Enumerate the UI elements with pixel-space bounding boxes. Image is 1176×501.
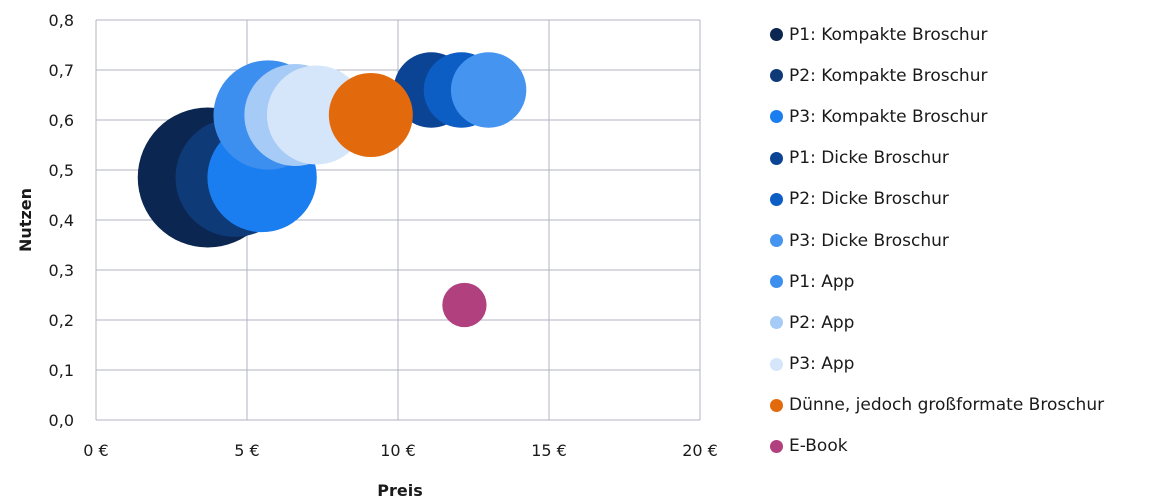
legend-item: P2: Kompakte Broschur (770, 55, 1170, 96)
legend-label: P3: Dicke Broschur (789, 230, 949, 251)
y-axis-ticks: 0,0 0,1 0,2 0,3 0,4 0,5 0,6 0,7 0,8 (49, 11, 74, 430)
legend-item: E-Book (770, 426, 1170, 467)
y-tick-label: 0,4 (49, 211, 74, 230)
legend-item: P3: Kompakte Broschur (770, 96, 1170, 137)
y-tick-label: 0,3 (49, 261, 74, 280)
legend-item: P1: Kompakte Broschur (770, 14, 1170, 55)
legend-label: P1: Dicke Broschur (789, 148, 949, 169)
bubble-point (328, 73, 413, 157)
legend-item: P3: Dicke Broschur (770, 220, 1170, 261)
y-tick-label: 0,1 (49, 361, 74, 380)
legend-item: P1: App (770, 261, 1170, 302)
x-tick-label: 15 € (531, 441, 567, 460)
legend-marker (770, 110, 783, 124)
x-tick-label: 10 € (380, 441, 416, 460)
y-tick-label: 0,6 (49, 111, 74, 130)
x-tick-label: 20 € (682, 441, 718, 460)
y-tick-label: 0,8 (49, 11, 74, 30)
legend-marker (770, 439, 783, 453)
legend-item: P1: Dicke Broschur (770, 138, 1170, 179)
legend-marker (770, 275, 783, 289)
legend-marker (770, 28, 783, 42)
legend-marker (770, 234, 783, 248)
legend: P1: Kompakte Broschur P2: Kompakte Brosch… (770, 14, 1170, 467)
legend-label: P3: App (789, 354, 855, 375)
bubble-point (442, 282, 487, 328)
legend-marker (770, 151, 783, 165)
x-axis-title: Preis (377, 481, 422, 500)
legend-item: P3: App (770, 344, 1170, 385)
x-tick-label: 0 € (83, 441, 108, 460)
x-axis-ticks: 0 € 5 € 10 € 15 € 20 € (83, 441, 718, 460)
legend-marker (770, 316, 783, 330)
legend-label: P2: Dicke Broschur (789, 189, 949, 210)
legend-label: P3: Kompakte Broschur (789, 106, 988, 127)
legend-label: E-Book (789, 436, 848, 457)
bubble-point (450, 52, 527, 128)
x-tick-label: 5 € (234, 441, 259, 460)
legend-marker (770, 398, 783, 412)
legend-item: Dünne, jedoch großformate Broschur (770, 385, 1170, 426)
legend-marker (770, 69, 783, 83)
y-tick-label: 0,2 (49, 311, 74, 330)
legend-marker (770, 192, 783, 206)
y-tick-label: 0,5 (49, 161, 74, 180)
legend-item: P2: App (770, 302, 1170, 343)
legend-marker (770, 357, 783, 371)
legend-label: P1: App (789, 271, 855, 292)
y-axis-title: Nutzen (16, 188, 35, 252)
bubble-series (137, 52, 527, 328)
y-tick-label: 0,0 (49, 411, 74, 430)
legend-label: P1: Kompakte Broschur (789, 24, 988, 45)
y-tick-label: 0,7 (49, 61, 74, 80)
legend-label: P2: Kompakte Broschur (789, 65, 988, 86)
legend-label: Dünne, jedoch großformate Broschur (789, 395, 1105, 416)
legend-item: P2: Dicke Broschur (770, 179, 1170, 220)
legend-label: P2: App (789, 312, 855, 333)
